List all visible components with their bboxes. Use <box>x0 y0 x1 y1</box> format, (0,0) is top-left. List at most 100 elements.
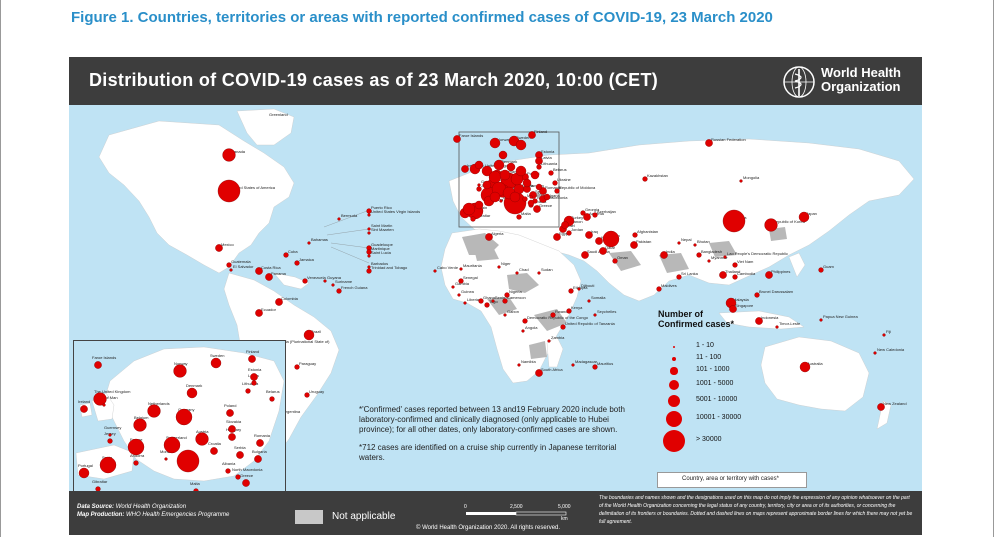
bubble-guinea <box>457 293 461 297</box>
map-header: Distribution of COVID-19 cases as of 23 … <box>69 57 922 105</box>
place-label-fiji: Fiji <box>886 329 891 334</box>
inset-label-denmark: Denmark <box>186 383 202 388</box>
bubble-cuba <box>283 252 289 258</box>
place-label-sint-maarten: Sint Maarten <box>371 227 394 232</box>
place-label-guinea: Guinea <box>461 289 475 294</box>
place-label-cambodia: Cambodia <box>737 271 756 276</box>
inset-bubble-italy <box>176 449 200 473</box>
europe-zoom-box <box>458 131 560 228</box>
place-label-ethiopia: Ethiopia <box>573 285 588 290</box>
confirmed-cases-note: *'Confirmed' cases reported between 13 a… <box>359 405 625 434</box>
place-label-namibia: Namibia <box>521 359 536 364</box>
bubble-brazil <box>303 329 315 341</box>
bubble-australia <box>799 361 811 373</box>
legend-dot-1 <box>672 345 676 349</box>
place-label-cameroon: Cameroon <box>507 295 526 300</box>
disclaimer: The boundaries and names shown and the d… <box>599 495 913 525</box>
bubble-lithuania <box>536 164 542 170</box>
inset-label-greece: Greece <box>240 473 254 478</box>
figure-title: Figure 1. Countries, territories or area… <box>71 9 773 26</box>
bubble-ethiopia <box>568 288 574 294</box>
place-label-brunei-darussalam: Brunei Darussalam <box>759 289 794 294</box>
place-label-seychelles: Seychelles <box>597 309 616 314</box>
bubble-gambia <box>451 285 455 289</box>
bubble-montenegro <box>522 196 528 202</box>
inset-bubble-switzerland <box>163 436 181 454</box>
place-label-mongolia: Mongolia <box>743 175 760 180</box>
inset-bubble-poland <box>226 409 234 417</box>
bubble-belarus <box>548 170 554 176</box>
place-label-azerbaijan: Azerbaijan <box>597 209 616 214</box>
legend-label-7: > 30000 <box>696 436 722 443</box>
bubble-kazakhstan <box>642 176 648 182</box>
place-label-lithuania: Lithuania <box>541 161 558 166</box>
inset-bubble-faroe-islands <box>94 361 102 369</box>
place-label-madagascar: Madagascar <box>575 359 598 364</box>
bubble-cambodia <box>732 274 738 280</box>
bubble-indonesia <box>755 317 763 325</box>
inset-label-slovakia: Slovakia <box>226 419 242 424</box>
inset-bubble-netherlands <box>147 404 161 418</box>
place-label-jordan: Jordan <box>571 227 583 232</box>
europe-cluster-bubble <box>498 150 508 160</box>
legend-label-2: 11 - 100 <box>696 354 722 361</box>
place-label-kenya: Kenya <box>571 305 583 310</box>
inset-label-netherlands: Netherlands <box>148 401 170 406</box>
bubble-mauritania <box>459 267 463 271</box>
place-label-ghana: Ghana <box>483 295 496 300</box>
inset-label-bulgaria: Bulgaria <box>252 449 267 454</box>
place-label-lao-people-s-democratic-republic: Lao People's Democratic Republic <box>727 251 788 256</box>
bubble-chad <box>515 271 519 275</box>
source-info: Data Source: World Health Organization M… <box>77 503 229 519</box>
bubble-philippines <box>765 271 773 279</box>
inset-label-gibraltar: Gibraltar <box>92 479 108 484</box>
legend-label-6: 10001 - 30000 <box>696 414 742 421</box>
bubble-guatemala <box>226 262 232 268</box>
notes: *'Confirmed' cases reported between 13 a… <box>359 405 639 471</box>
who-name-line2: Organization <box>821 79 901 94</box>
bubble-benin <box>491 299 495 303</box>
place-label-qatar: Qatar <box>605 245 616 250</box>
place-label-somalia: Somalia <box>591 295 606 300</box>
inset-label-ireland: Ireland <box>78 399 90 404</box>
place-label-gabon: Gabon <box>507 309 519 314</box>
bubble-united-states-of-america <box>217 179 241 203</box>
place-label-bangladesh: Bangladesh <box>701 249 722 254</box>
inset-bubble-germany <box>175 408 193 426</box>
inset-bubble-andorra <box>133 460 139 466</box>
bubble-ukraine <box>552 180 558 186</box>
bubble-guam <box>818 267 824 273</box>
inset-label-poland: Poland <box>224 403 236 408</box>
inset-bubble-denmark <box>186 387 198 399</box>
bubble-republic-of-moldova <box>554 188 560 194</box>
inset-bubble-isle-of-man <box>102 403 106 407</box>
bubble-angola <box>521 329 525 333</box>
place-label-niger: Niger <box>501 261 511 266</box>
data-source: Data Source: World Health Organization <box>77 503 229 511</box>
inset-bubble-guernsey <box>108 433 112 437</box>
bubble-afghanistan <box>632 232 638 238</box>
bubble-sint-maarten <box>367 231 371 235</box>
bubble-nigeria <box>504 292 510 298</box>
bubble-lebanon <box>561 221 569 229</box>
inset-bubble-latvia <box>251 380 257 386</box>
bubble-greece <box>533 205 541 213</box>
inset-bubble-greece <box>242 479 250 487</box>
inset-label-faroe-islands: Faroe Islands <box>92 355 116 360</box>
bubble-monaco <box>499 199 503 203</box>
bubble-bangladesh <box>696 252 702 258</box>
scale-unit: km <box>561 516 568 522</box>
bubble-rwanda <box>550 312 556 318</box>
bubble-uruguay <box>304 392 310 398</box>
inset-bubble-bulgaria <box>254 455 262 463</box>
europe-cluster-bubble <box>515 139 527 151</box>
place-label-republic-of-korea: Republic of Korea <box>773 219 806 224</box>
bubble-sudan <box>537 271 541 275</box>
place-label-india: India <box>666 249 675 254</box>
bubble-mexico <box>215 244 223 252</box>
bubble-martinique <box>366 249 372 255</box>
inset-label-lithuania: Lithuania <box>242 381 259 386</box>
place-label-guatemala: Guatemala <box>231 259 251 264</box>
bubble-nepal <box>677 241 681 245</box>
place-label-sweden: Sweden <box>516 135 530 140</box>
